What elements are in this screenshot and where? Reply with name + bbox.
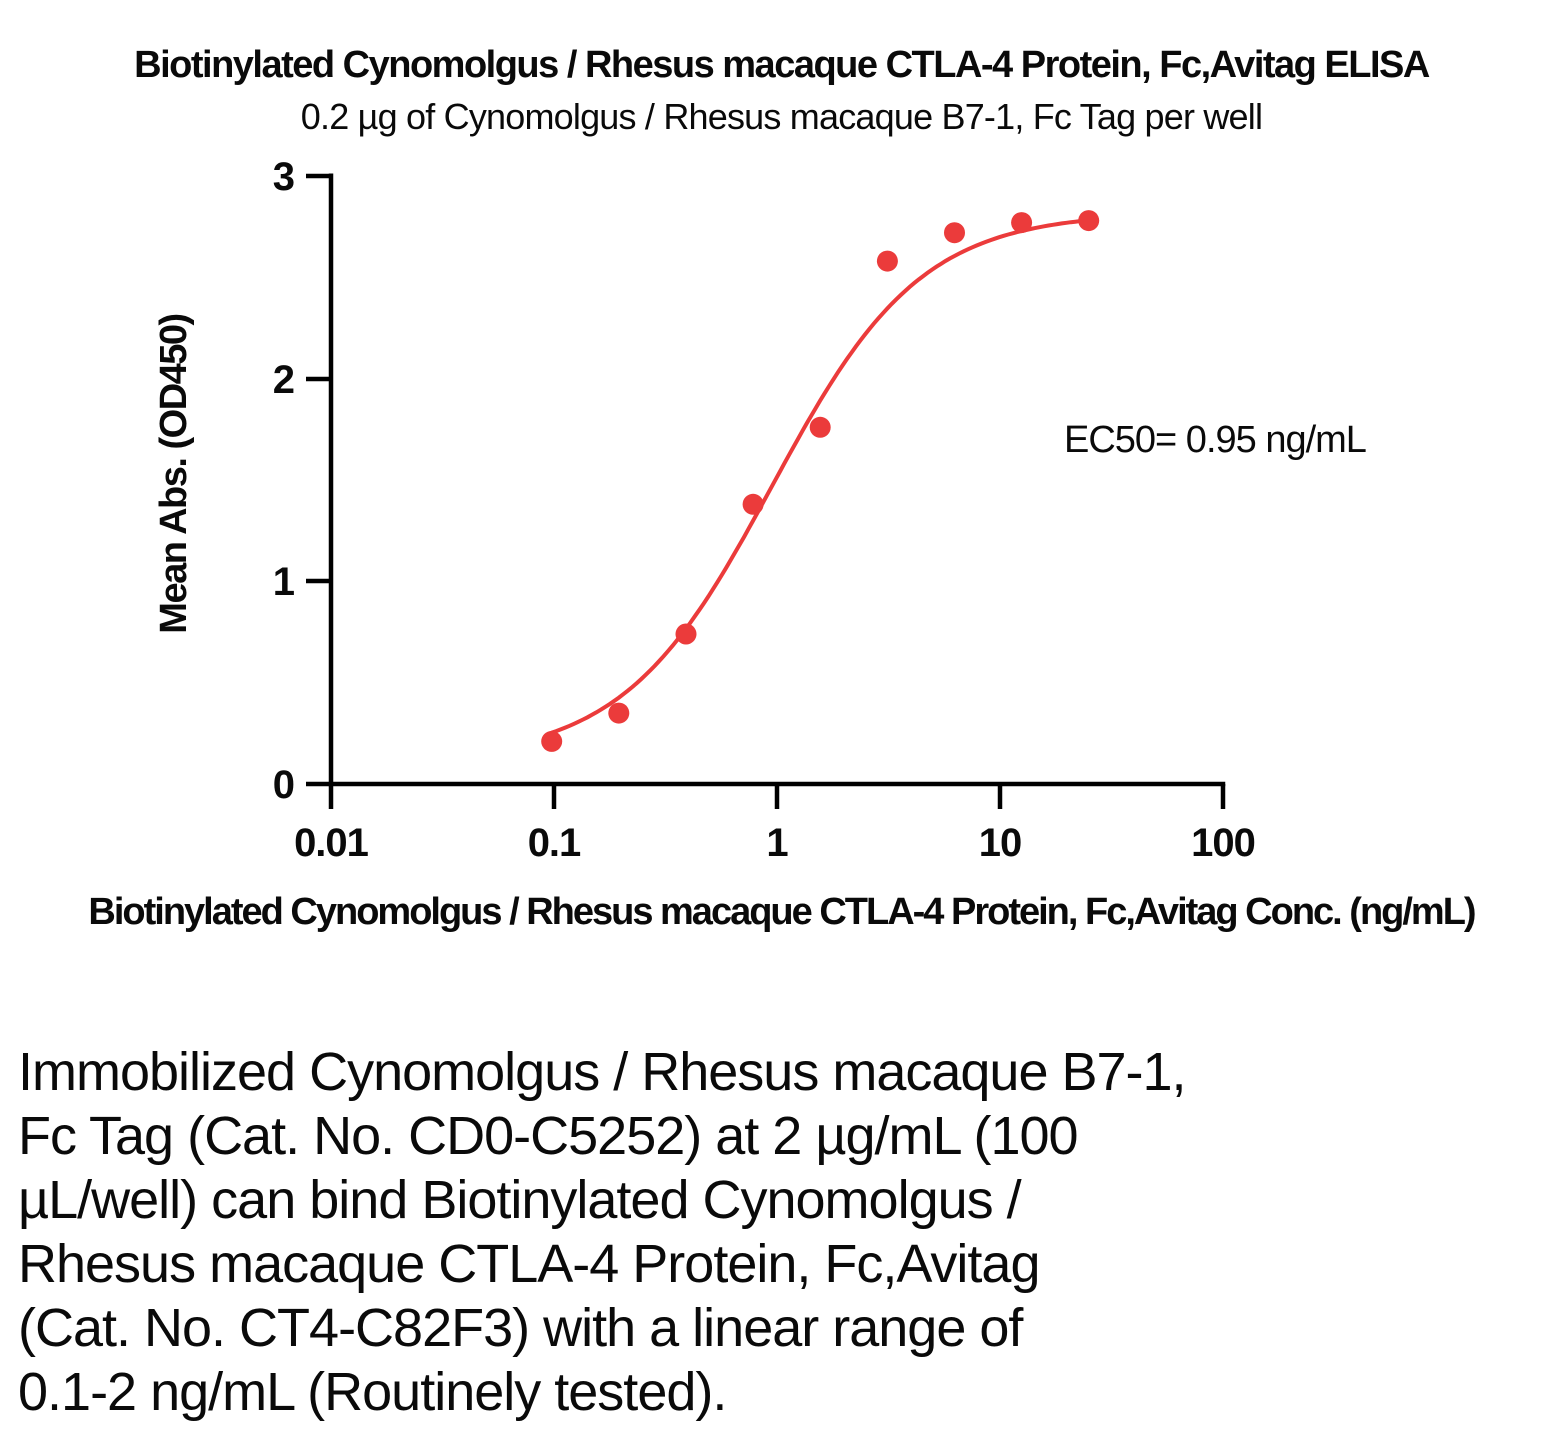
description-line: 0.1-2 ng/mL (Routinely tested). [18,1362,727,1422]
axes [306,173,1226,809]
x-tick-label-01: 0.1 [528,821,581,865]
x-tick-label-001: 0.01 [294,821,369,865]
chart-title: Biotinylated Cynomolgus / Rhesus macaque… [134,44,1430,86]
fit-curve-group [549,218,1091,735]
description-line: (Cat. No. CT4-C82F3) with a linear range… [18,1298,1023,1358]
data-point [541,730,563,752]
y-tick-label-1: 1 [273,560,295,604]
data-point [809,416,831,438]
y-tick-label-2: 2 [273,358,294,402]
x-axis-title: Biotinylated Cynomolgus / Rhesus macaque… [88,891,1476,933]
y-axis-title: Mean Abs. (OD450) [153,314,195,633]
ec50-annotation: EC50= 0.95 ng/mL [1064,419,1366,461]
fit-curve [549,218,1091,735]
description-line: Immobilized Cynomolgus / Rhesus macaque … [18,1042,1187,1102]
description-line: Fc Tag (Cat. No. CD0-C5252) at 2 µg/mL (… [18,1106,1079,1166]
description-line: Rhesus macaque CTLA-4 Protein, Fc,Avitag [18,1234,1040,1294]
description-line: µL/well) can bind Biotinylated Cynomolgu… [18,1170,1022,1230]
data-point [675,623,697,645]
data-point [1078,210,1100,232]
chart-subtitle: 0.2 µg of Cynomolgus / Rhesus macaque B7… [300,96,1263,137]
x-tick-label-10: 10 [979,821,1022,865]
figure-description: Immobilized Cynomolgus / Rhesus macaque … [18,1040,1187,1424]
data-points-group [541,210,1100,752]
y-tick-label-3: 3 [273,155,294,199]
x-tick-label-1: 1 [766,821,788,865]
y-tick-label-0: 0 [273,763,294,807]
data-point [944,222,965,244]
data-point [876,250,898,272]
x-tick-label-100: 100 [1191,821,1255,865]
elisa-chart-svg: 3 2 1 0 0.01 0.1 1 10 100 Mean Abs. (OD4… [153,155,1367,865]
data-point [1011,212,1033,234]
data-point [742,493,764,515]
data-point [608,702,630,724]
